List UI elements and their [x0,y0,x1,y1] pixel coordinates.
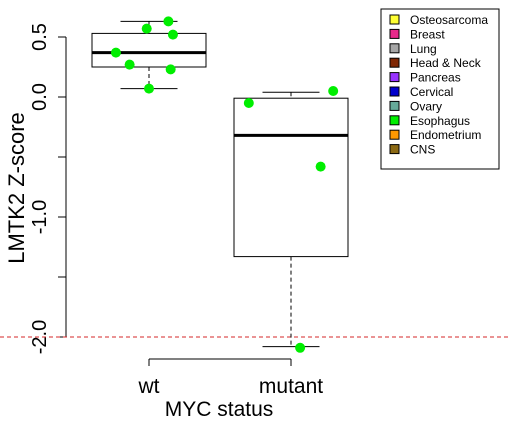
data-point [166,64,176,74]
y-axis: 0.5 0.0 -1.0 -2.0 [29,23,66,354]
data-point [111,48,121,58]
y-tick-label: -1.0 [29,200,51,234]
y-axis-label: LMTK2 Z-score [4,112,29,264]
legend-label: Osteosarcoma [410,13,488,27]
data-point [144,84,154,94]
box-iqr [92,33,206,67]
boxes-group [92,21,348,346]
legend-swatch [390,87,399,96]
legend-label: Ovary [410,99,442,113]
x-tick-label-mutant: mutant [259,375,323,398]
x-axis-label: MYC status [165,398,274,421]
y-tick-label: 0.0 [29,83,51,111]
legend-label: Cervical [410,85,453,99]
box-mutant [234,92,348,346]
legend-swatch [390,101,399,110]
legend-swatch [390,29,399,38]
legend-label: Breast [410,27,445,41]
y-tick-label: -2.0 [29,320,51,354]
legend-swatch [390,58,399,67]
data-point [142,24,152,34]
y-tick-label: 0.5 [29,23,51,51]
box-iqr [234,98,348,256]
data-point [125,60,135,70]
legend-swatch [390,44,399,53]
x-tick-label-wt: wt [138,375,160,398]
legend-label: Endometrium [410,128,481,142]
legend-label: Pancreas [410,71,461,85]
data-point [328,86,338,96]
legend-label: Esophagus [410,114,470,128]
data-point [316,162,326,172]
legend-swatch [390,116,399,125]
data-point [163,16,173,26]
legend-label: Lung [410,42,437,56]
legend-swatch [390,130,399,139]
data-point [168,30,178,40]
data-point [244,98,254,108]
legend-swatch [390,145,399,154]
x-axis: wt mutant [138,359,324,398]
legend-swatch [390,73,399,82]
legend-swatch [390,15,399,24]
legend-label: CNS [410,143,435,157]
data-point [295,343,305,353]
legend-label: Head & Neck [410,56,482,70]
